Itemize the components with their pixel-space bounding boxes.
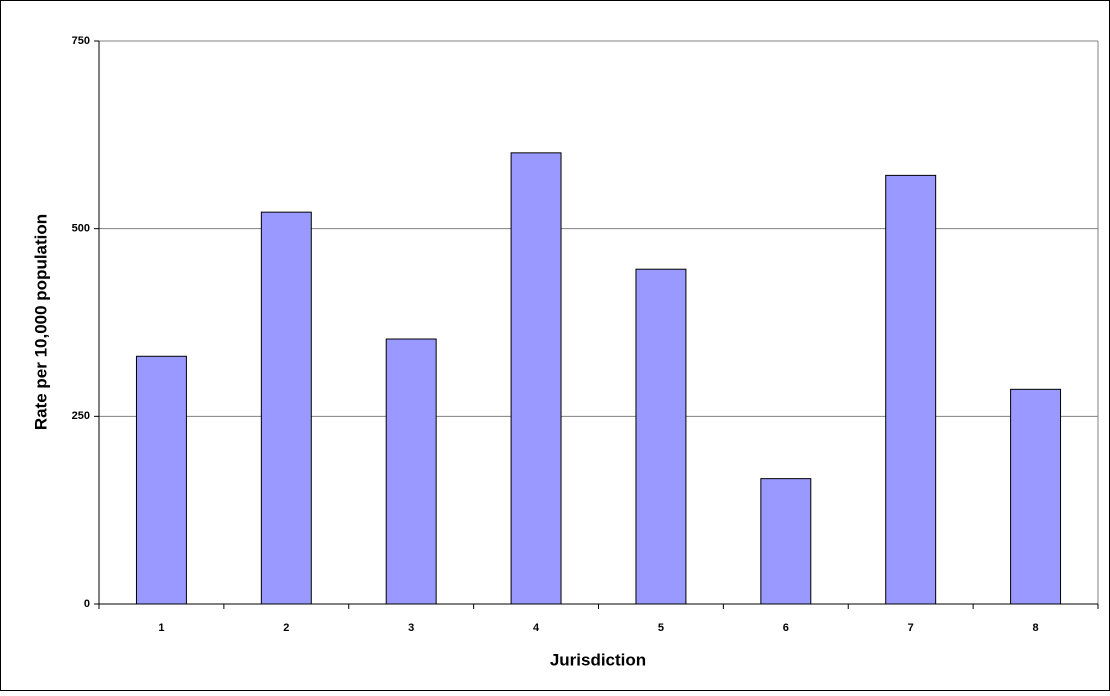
bar bbox=[385, 338, 437, 605]
bar bbox=[635, 268, 687, 605]
x-tick-label: 6 bbox=[783, 622, 789, 634]
x-axis-title: Jurisdiction bbox=[550, 650, 646, 669]
y-tick-label: 500 bbox=[72, 223, 90, 235]
y-tick-label: 250 bbox=[72, 410, 90, 422]
x-tick-label: 2 bbox=[283, 622, 289, 634]
bar bbox=[885, 174, 937, 605]
bar bbox=[135, 355, 187, 605]
bar bbox=[510, 152, 562, 605]
y-axis-title: Rate per 10,000 population bbox=[31, 214, 50, 430]
y-tick-label: 750 bbox=[72, 35, 90, 47]
bar bbox=[760, 478, 812, 605]
bar bbox=[260, 211, 312, 605]
x-tick-label: 5 bbox=[658, 622, 664, 634]
bar bbox=[1010, 388, 1062, 605]
x-tick-label: 8 bbox=[1033, 622, 1039, 634]
y-tick-label: 0 bbox=[84, 598, 90, 610]
x-tick-label: 7 bbox=[908, 622, 914, 634]
x-tick-label: 3 bbox=[408, 622, 414, 634]
x-tick-label: 1 bbox=[158, 622, 164, 634]
x-tick-label: 4 bbox=[533, 622, 540, 634]
